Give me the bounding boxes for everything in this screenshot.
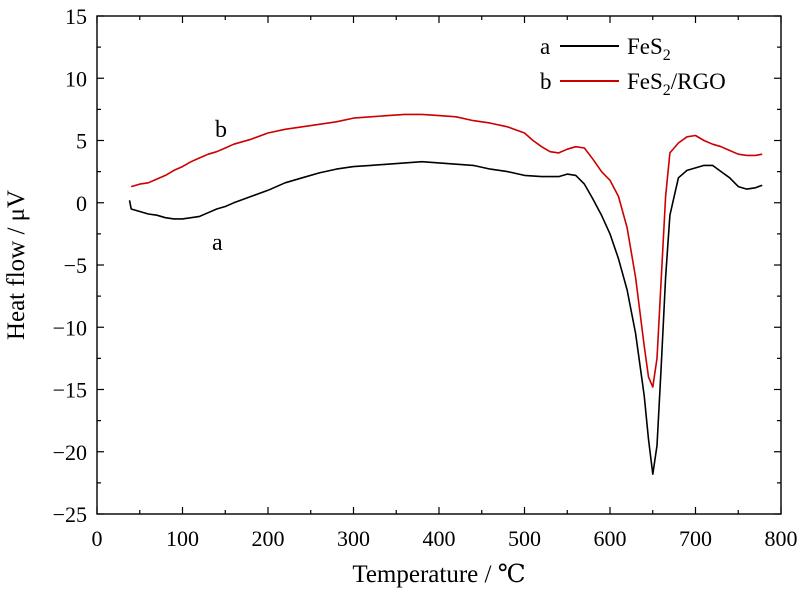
x-tick-label: 100: [166, 526, 199, 551]
legend-entry-a: a FeS2: [540, 34, 671, 64]
y-tick-label: −25: [53, 502, 87, 527]
x-tick-label: 500: [508, 526, 541, 551]
x-tick-label: 800: [765, 526, 798, 551]
series-lines: [128, 113, 763, 476]
series-line-fes2-rgo: [130, 113, 763, 388]
x-tick-label: 300: [337, 526, 370, 551]
legend-entry-b: b FeS2/RGO: [540, 69, 726, 99]
y-tick-label: −15: [53, 378, 87, 403]
curve-label-a: a: [212, 230, 223, 256]
plot-frame: [96, 15, 782, 515]
x-tick-label: 200: [252, 526, 285, 551]
x-tick-labels: 0 100 200 300 400 500 600 700 800: [92, 526, 798, 551]
y-tick-label: −5: [64, 253, 87, 278]
y-tick-label: 0: [76, 191, 87, 216]
legend: a FeS2 b FeS2/RGO: [540, 34, 726, 99]
legend-label-b: FeS2/RGO: [627, 69, 726, 99]
x-tick-label: 700: [679, 526, 712, 551]
x-tick-label: 0: [92, 526, 103, 551]
series-line-fes2: [128, 160, 763, 476]
y-tick-label: 15: [65, 4, 87, 29]
x-tick-label: 400: [423, 526, 456, 551]
y-tick-label: 5: [76, 129, 87, 154]
x-axis-label: Temperature / ℃: [352, 561, 525, 588]
y-tick-label: −20: [53, 440, 87, 465]
legend-label-a: FeS2: [627, 34, 671, 64]
y-tick-label: −10: [53, 315, 87, 340]
curve-label-b: b: [215, 117, 227, 143]
legend-letter-b: b: [540, 69, 552, 94]
x-tick-label: 600: [594, 526, 627, 551]
y-axis-label: Heat flow / μV: [3, 190, 30, 340]
y-tick-labels: 15 10 5 0 −5 −10 −15 −20 −25: [53, 4, 87, 527]
legend-letter-a: a: [540, 34, 550, 59]
y-tick-label: 10: [65, 66, 87, 91]
